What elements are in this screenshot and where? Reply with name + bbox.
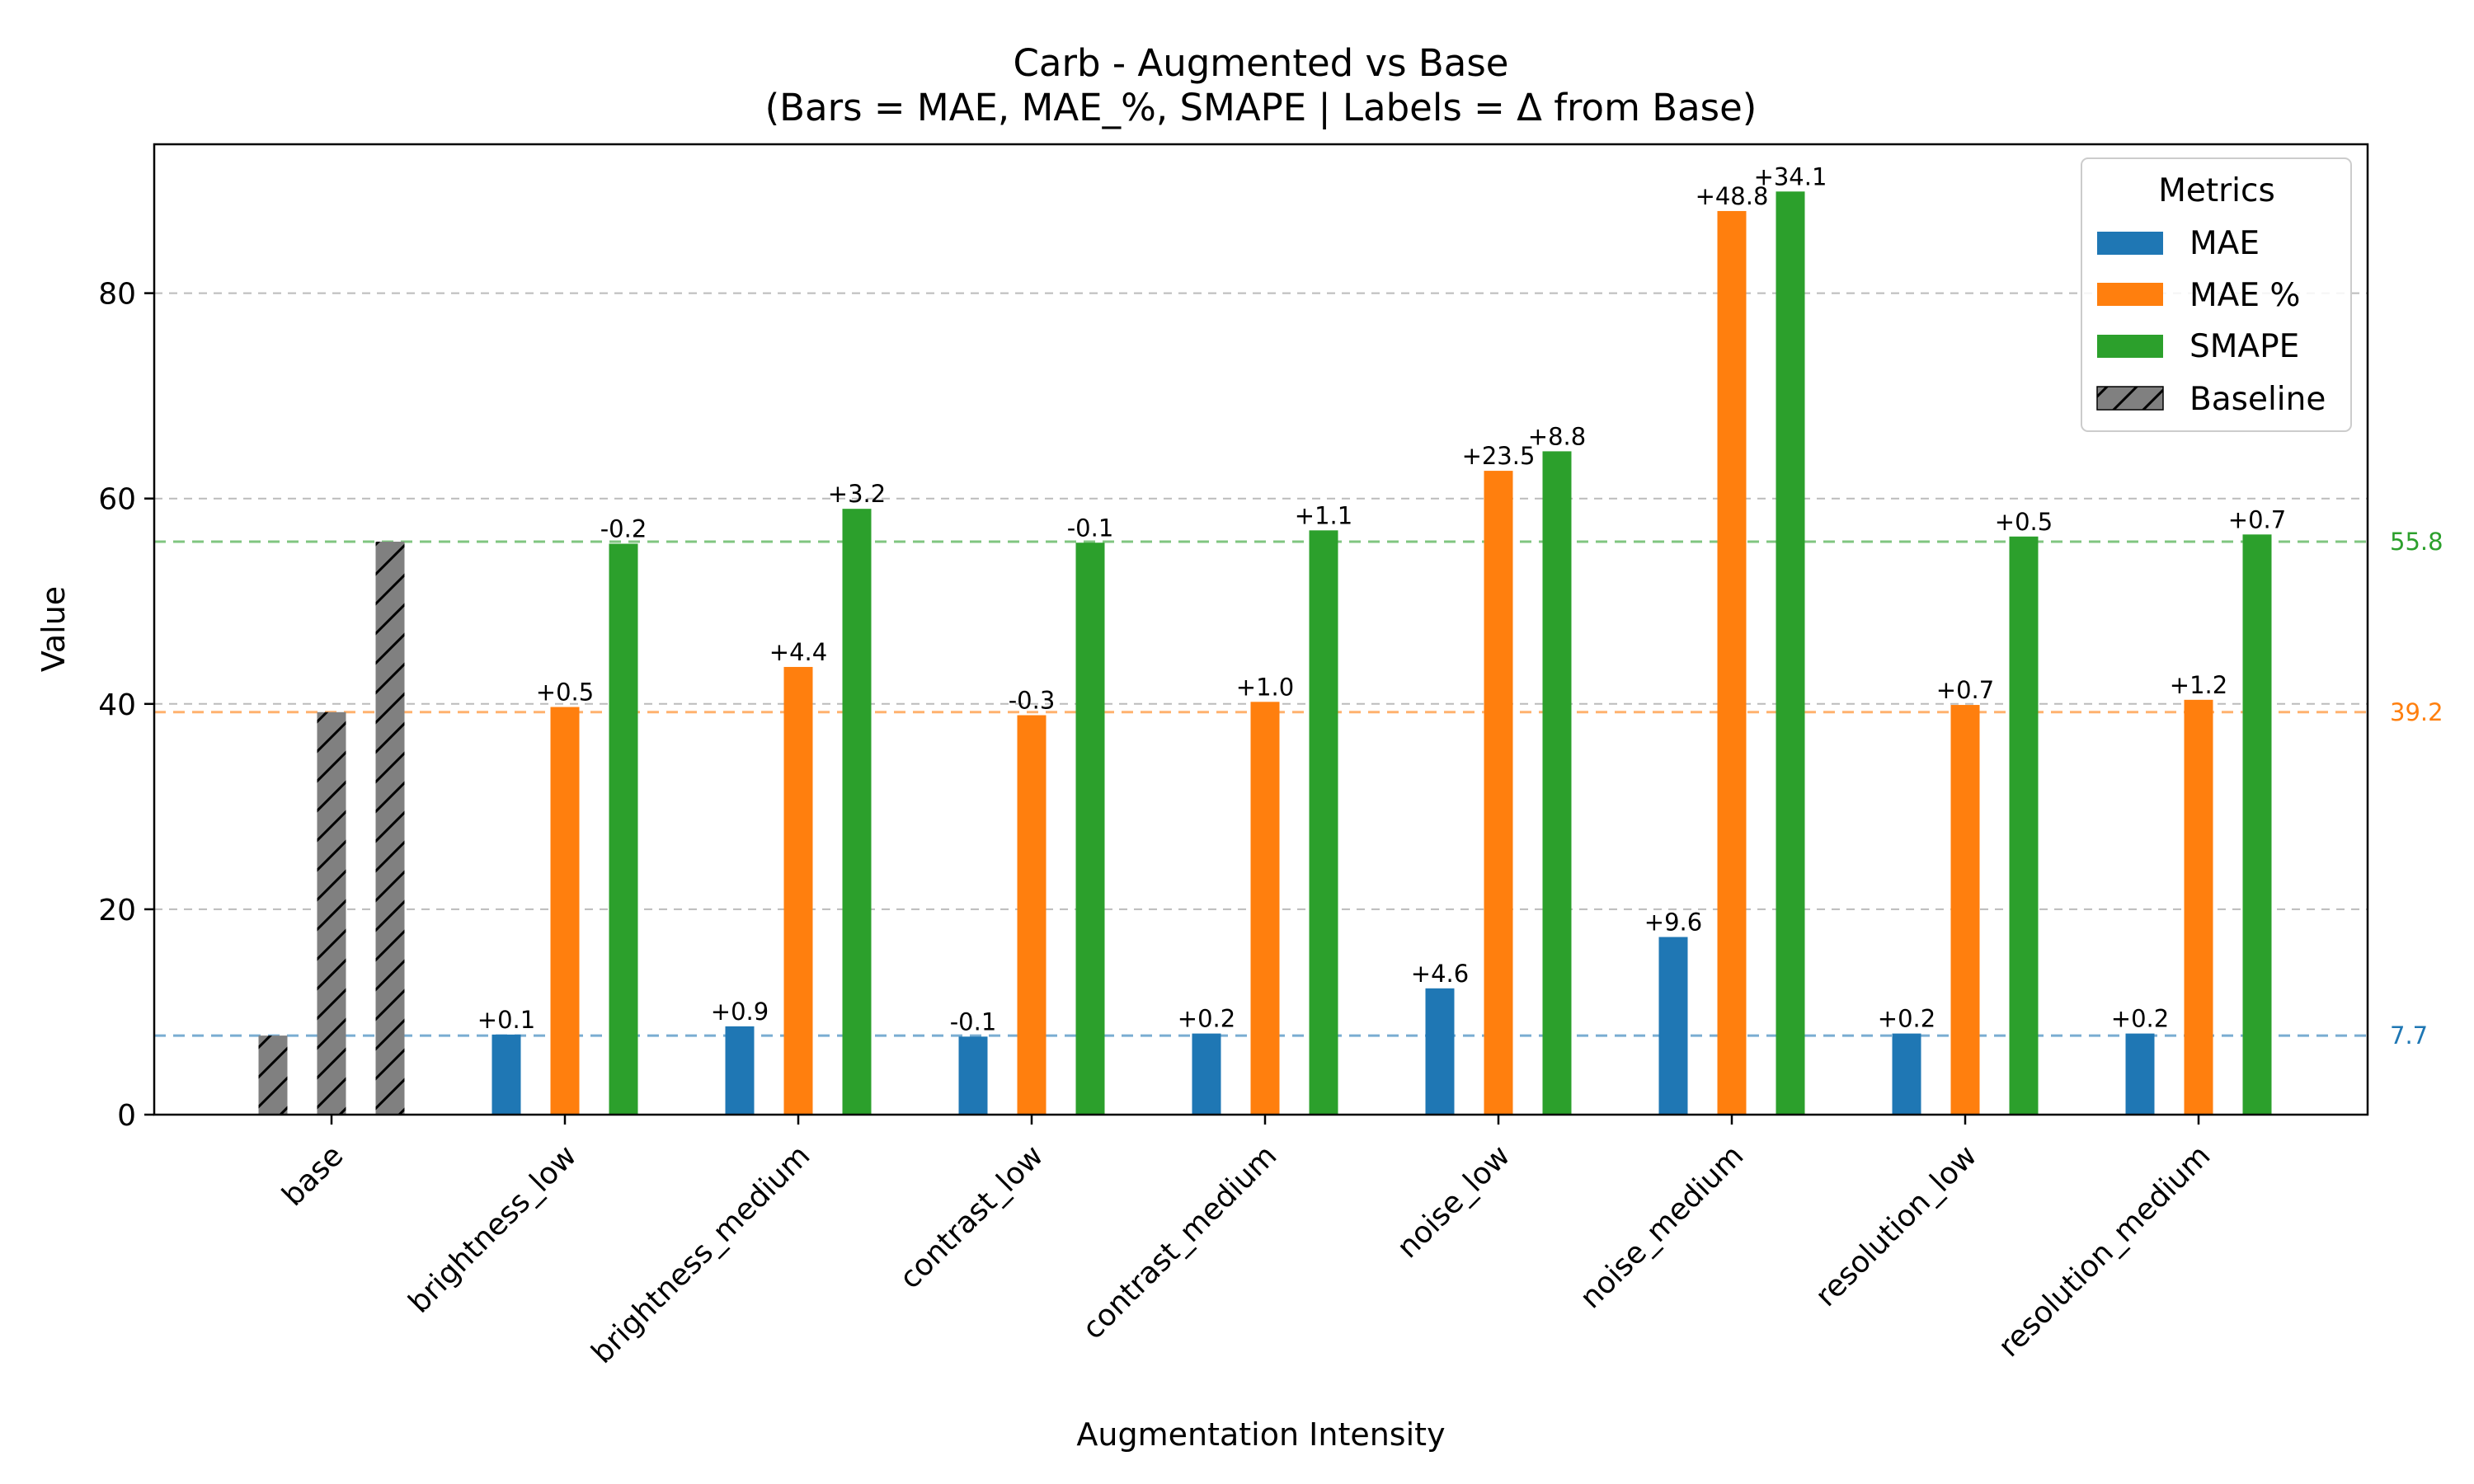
bar-delta-label: -0.1 [950,1007,997,1036]
bar-delta-label: +0.1 [477,1006,535,1034]
bar-delta-label: +23.5 [1462,442,1536,470]
bar-delta-label: +0.9 [711,998,769,1026]
bar-delta-label: +8.8 [1528,422,1586,450]
chart-title: Carb - Augmented vs Base [1014,41,1509,85]
x-tick-label: contrast_low [893,1139,1050,1295]
bar-smape [2009,536,2039,1115]
bar-delta-label: +0.5 [1995,508,2053,536]
bar-delta-label: +0.7 [1936,676,1994,704]
bar-delta-label: +0.2 [2111,1005,2169,1033]
bar-delta-label: +0.7 [2228,505,2286,533]
legend-label-baseline: Baseline [2189,381,2326,418]
baseline-bar [317,711,346,1115]
baseline-bar [375,542,405,1115]
y-tick-label: 80 [98,278,136,312]
bar-delta-label: +0.2 [1878,1005,1935,1033]
x-tick-label: brightness_low [402,1139,583,1319]
x-tick-label: resolution_low [1809,1139,1984,1313]
axes: 0 20 40 60 80 base brightness_low brightness_me… [98,278,2217,1370]
bar-smape [1542,451,1572,1115]
bar-mae [725,1026,755,1115]
bar-delta-label: +1.2 [2170,671,2227,699]
reference-line-label: 7.7 [2390,1021,2428,1050]
bar-delta-label: -0.1 [1067,514,1114,542]
y-tick-label: 0 [117,1099,136,1133]
x-tick-label: base [276,1139,350,1213]
bar-delta-label: -0.2 [600,515,647,543]
legend: Metrics MAE MAE % SMAPE Baseline [2081,157,2352,432]
x-tick-label: resolution_medium [1992,1139,2218,1364]
legend-swatch-mae-percent [2097,283,2163,306]
bar-smape [1776,191,1805,1115]
legend-label-mae-percent: MAE % [2189,277,2300,314]
bars [258,191,2272,1115]
bar-mae- [1484,471,1513,1115]
x-tick-label: noise_low [1390,1139,1517,1265]
bar-mae [1425,988,1455,1115]
x-tick-label: brightness_medium [586,1139,817,1370]
bar-mae- [2184,699,2213,1115]
bar-mae [2125,1033,2155,1115]
bar-mae- [1717,210,1747,1115]
legend-swatch-mae [2097,232,2163,255]
bar-delta-label: +34.1 [1754,162,1827,190]
bar-labels: +0.1 +0.5 -0.2 +0.9 +4.4 +3.2 -0.1 -0.3 -0.1 +0.2… [477,162,2286,1036]
legend-title: Metrics [2158,172,2275,209]
bar-mae- [1250,702,1280,1115]
bar-delta-label: +0.2 [1178,1005,1235,1033]
bar-smape [609,543,638,1115]
plot-frame [153,143,2369,1116]
legend-swatch-baseline [2096,386,2164,411]
x-tick-label: noise_medium [1573,1139,1750,1315]
y-axis-label: Value [35,586,72,672]
y-tick-label: 60 [98,483,136,517]
bar-delta-label: -0.3 [1009,686,1056,714]
bar-delta-label: +1.1 [1295,501,1352,529]
y-tick-label: 40 [98,688,136,722]
bar-delta-label: +4.4 [769,638,827,666]
legend-swatch-smape [2097,335,2163,358]
bar-delta-label: +48.8 [1696,182,1769,210]
bar-mae [1192,1033,1221,1115]
bar-mae- [1017,715,1047,1115]
bar-delta-label: +3.2 [828,480,886,508]
legend-label-smape: SMAPE [2189,328,2299,365]
bar-smape [1309,530,1338,1115]
bar-smape [842,509,872,1115]
bar-mae [958,1036,988,1115]
bar-delta-label: +0.5 [536,679,594,707]
bar-mae [1892,1033,1921,1115]
baseline-bar [258,1036,288,1115]
bar-smape [1075,542,1105,1115]
bar-mae [1658,937,1688,1115]
reference-line-label: 55.8 [2390,528,2443,556]
bar-mae [492,1034,521,1115]
y-tick-label: 20 [98,894,136,928]
bar-smape [2242,534,2272,1115]
bar-mae- [783,666,813,1115]
bar-mae- [1950,705,1980,1115]
chart-subtitle: (Bars = MAE, MAE_%, SMAPE | Labels = Δ f… [765,86,1757,129]
reference-line-label: 39.2 [2390,698,2443,726]
legend-box [2081,157,2352,432]
bar-delta-label: +1.0 [1236,673,1294,701]
x-axis-label: Augmentation Intensity [1076,1416,1445,1453]
reference-lines: 7.7 39.2 55.8 [154,528,2443,1050]
legend-label-mae: MAE [2189,225,2260,262]
bar-delta-label: +4.6 [1411,960,1469,988]
x-tick-label: contrast_medium [1076,1139,1283,1345]
bar-delta-label: +9.6 [1644,909,1702,937]
bar-mae- [550,707,580,1115]
